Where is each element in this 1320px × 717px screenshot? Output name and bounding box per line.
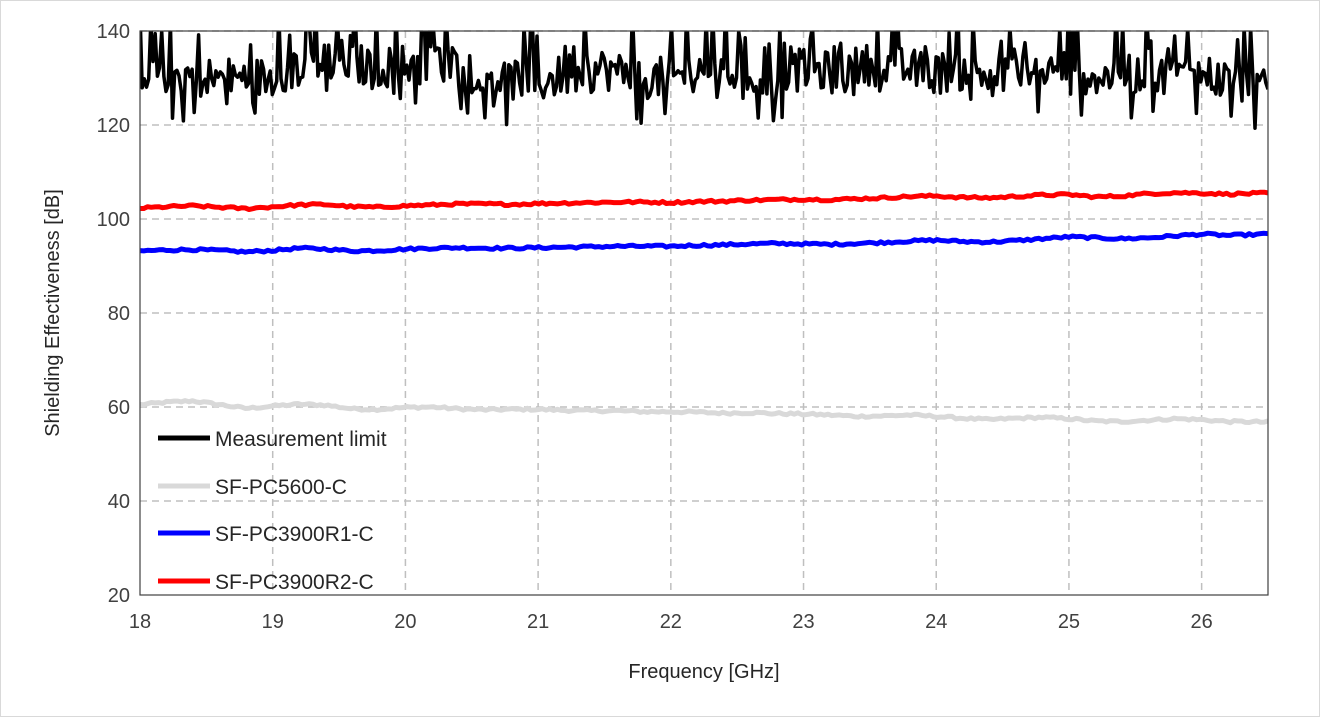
legend-label-sf-pc3900r1-c: SF-PC3900R1-C: [215, 523, 374, 546]
x-tick-label-19: 19: [262, 611, 284, 633]
y-tick-label-100: 100: [97, 209, 130, 231]
y-tick-label-40: 40: [108, 491, 130, 513]
legend-item-measurement-limit: Measurement limit: [158, 428, 387, 451]
legend-label-sf-pc5600-c: SF-PC5600-C: [215, 476, 347, 499]
plot-area-border: [139, 30, 1269, 596]
legend-item-sf-pc3900r2-c: SF-PC3900R2-C: [158, 571, 374, 594]
y-tick-label-80: 80: [108, 303, 130, 325]
x-tick-label-26: 26: [1191, 611, 1213, 633]
x-tick-label-22: 22: [660, 611, 682, 633]
legend-item-sf-pc3900r1-c: SF-PC3900R1-C: [158, 523, 374, 546]
series-line-sf-pc3900r1-c: [140, 230, 1268, 255]
y-tick-label-120: 120: [97, 115, 130, 137]
series-line-sf-pc3900r2-c: [140, 189, 1268, 212]
y-tick-label-20: 20: [108, 585, 130, 607]
x-tick-label-20: 20: [394, 611, 416, 633]
y-axis-title: Shielding Effectiveness [dB]: [42, 189, 64, 437]
x-tick-label-23: 23: [792, 611, 814, 633]
series-lines: [140, 31, 1268, 426]
legend: Measurement limit SF-PC5600-C SF-PC3900R…: [158, 428, 387, 594]
x-tick-label-18: 18: [129, 611, 151, 633]
series-line-measurement-limit: [140, 31, 1268, 130]
x-tick-label-21: 21: [527, 611, 549, 633]
grid-lines: [140, 30, 1268, 595]
series-line-sf-pc5600-c: [140, 398, 1268, 426]
y-tick-label-60: 60: [108, 397, 130, 419]
x-tick-label-25: 25: [1058, 611, 1080, 633]
y-tick-label-140: 140: [97, 21, 130, 43]
x-tick-label-24: 24: [925, 611, 947, 633]
axes: [139, 30, 1269, 596]
legend-label-measurement-limit: Measurement limit: [215, 428, 387, 451]
tick-labels: 20 40 60 80 100 120 140 18 19 20 21 22 23 24 25 26: [97, 21, 1213, 633]
legend-item-sf-pc5600-c: SF-PC5600-C: [158, 476, 347, 499]
legend-label-sf-pc3900r2-c: SF-PC3900R2-C: [215, 571, 374, 594]
x-axis-title: Frequency [GHz]: [628, 661, 779, 683]
